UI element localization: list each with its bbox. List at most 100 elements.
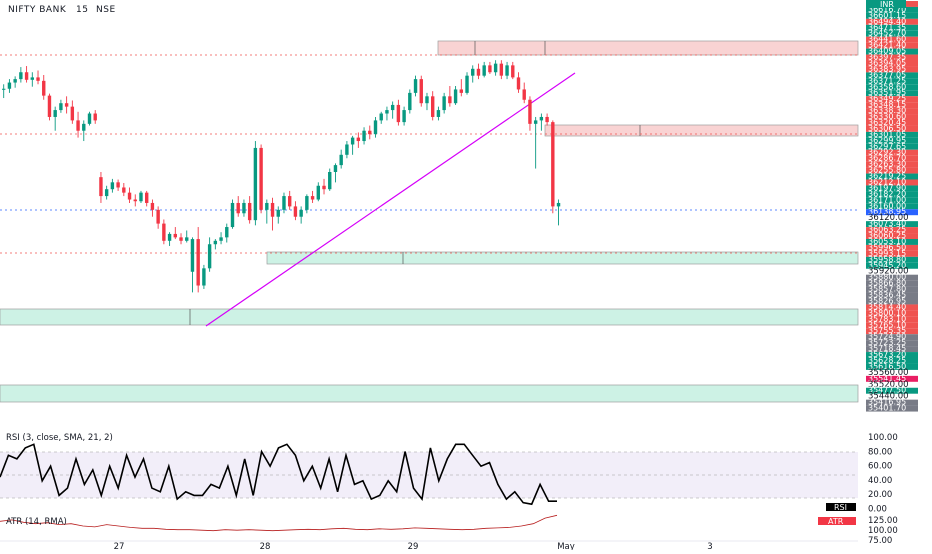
price-label: 35826.95 (868, 296, 906, 305)
price-label: 36219.25 (868, 172, 906, 181)
price-tag (866, 60, 918, 67)
price-tag (866, 298, 918, 305)
price-tag (866, 322, 918, 329)
candle-body (2, 88, 6, 90)
candle-body (259, 147, 263, 210)
candle-body (373, 120, 378, 135)
price-tag (866, 221, 918, 228)
price-label: 35814.40 (868, 302, 906, 311)
price-label: 35560.00 (868, 368, 909, 378)
candle-body (516, 77, 521, 90)
price-label: 36073.40 (868, 219, 906, 228)
candle-body (19, 72, 23, 80)
demand-zone-2 (0, 308, 859, 326)
candle-body (390, 104, 395, 111)
candle-body (499, 63, 504, 76)
price-label: 36197.90 (868, 183, 906, 192)
trendline[interactable] (205, 72, 576, 327)
demand-zone-1 (266, 251, 859, 265)
atr-label: ATR (14, RMA) (6, 517, 67, 527)
price-label: 35616.50 (868, 362, 906, 371)
price-label: 36377.05 (868, 70, 906, 79)
price-label: 36182.20 (868, 189, 906, 198)
price-label: 36255.80 (868, 166, 906, 175)
candle-body (110, 182, 115, 190)
candle-body (356, 137, 361, 142)
atr-axis-label: 125.00 (868, 516, 898, 526)
currency-label: INR (880, 0, 894, 9)
price-tag (866, 239, 918, 245)
price-tag (866, 167, 918, 174)
price-tag (866, 84, 918, 91)
time-axis-label: 29 (408, 542, 419, 550)
price-label: 36160.00 (868, 201, 906, 210)
rsi-axis-label: 40.00 (868, 476, 892, 486)
price-label: 36441.60 (868, 35, 906, 44)
rsi-line (0, 443, 557, 506)
price-label: 35401.70 (868, 404, 906, 413)
price-label: 36330.60 (868, 112, 906, 121)
rsi-axis-label: 20.00 (868, 490, 892, 500)
price-tag (866, 316, 918, 323)
candle-body (30, 77, 34, 80)
price-tag (866, 387, 918, 394)
price-label: 36120.00 (868, 213, 909, 223)
candle-body (247, 202, 252, 221)
price-tag (866, 102, 918, 109)
candle-body (556, 202, 561, 207)
candle-body (173, 233, 177, 238)
price-tag (866, 18, 918, 25)
candle-body (322, 185, 326, 190)
candle-body (459, 89, 463, 93)
candle-body (402, 110, 406, 123)
price-tag (866, 108, 918, 115)
candle-body (47, 95, 52, 117)
candle-body (13, 79, 17, 83)
time-axis-label: 3 (707, 542, 712, 550)
candle-body (196, 239, 200, 286)
demand-zone-3 (0, 384, 859, 403)
price-tag (866, 137, 918, 144)
price-tag (866, 54, 918, 61)
atr-tag-label: ATR (828, 517, 844, 526)
price-label: 36601.15 (868, 11, 906, 20)
price-label: 36409.05 (868, 47, 906, 56)
candle-body (156, 209, 160, 224)
candle-body (533, 120, 538, 124)
candle-body (265, 202, 269, 210)
price-tag (866, 120, 918, 126)
candle-body (253, 147, 258, 221)
price-label: 35765.10 (868, 320, 906, 329)
time-axis-label: May (557, 542, 575, 550)
price-label: 36471.35 (868, 23, 906, 32)
candle-body (236, 202, 240, 214)
price-tag (866, 191, 918, 198)
rsi-axis-label: 80.00 (868, 447, 892, 457)
price-label: 36171.00 (868, 195, 906, 204)
candle-body (305, 196, 309, 210)
price-axis[interactable]: 36626.2536616.7036601.1536494.4036471.35… (866, 0, 918, 413)
price-tag (866, 227, 918, 234)
candle-body (528, 99, 532, 124)
candle-body (99, 177, 103, 197)
candle-body (93, 113, 97, 121)
candle-body (7, 82, 12, 89)
price-tag (866, 42, 918, 49)
time-axis[interactable]: 27 28 29 May 3 (0, 540, 858, 552)
candle-body (167, 233, 172, 241)
candle-body (288, 196, 292, 207)
price-label: 35673.20 (868, 350, 906, 359)
candle-body (282, 196, 286, 210)
candle-body (316, 185, 320, 200)
candle-body (104, 189, 109, 197)
rsi-axis: 100.00 80.00 60.00 40.00 20.00 0.00 RSI (826, 433, 898, 515)
price-label: 36338.30 (868, 106, 906, 115)
price-tag (866, 12, 918, 19)
price-tag (866, 363, 918, 370)
price-tag (866, 185, 918, 192)
price-tag (866, 375, 918, 382)
candle-body (202, 268, 206, 286)
